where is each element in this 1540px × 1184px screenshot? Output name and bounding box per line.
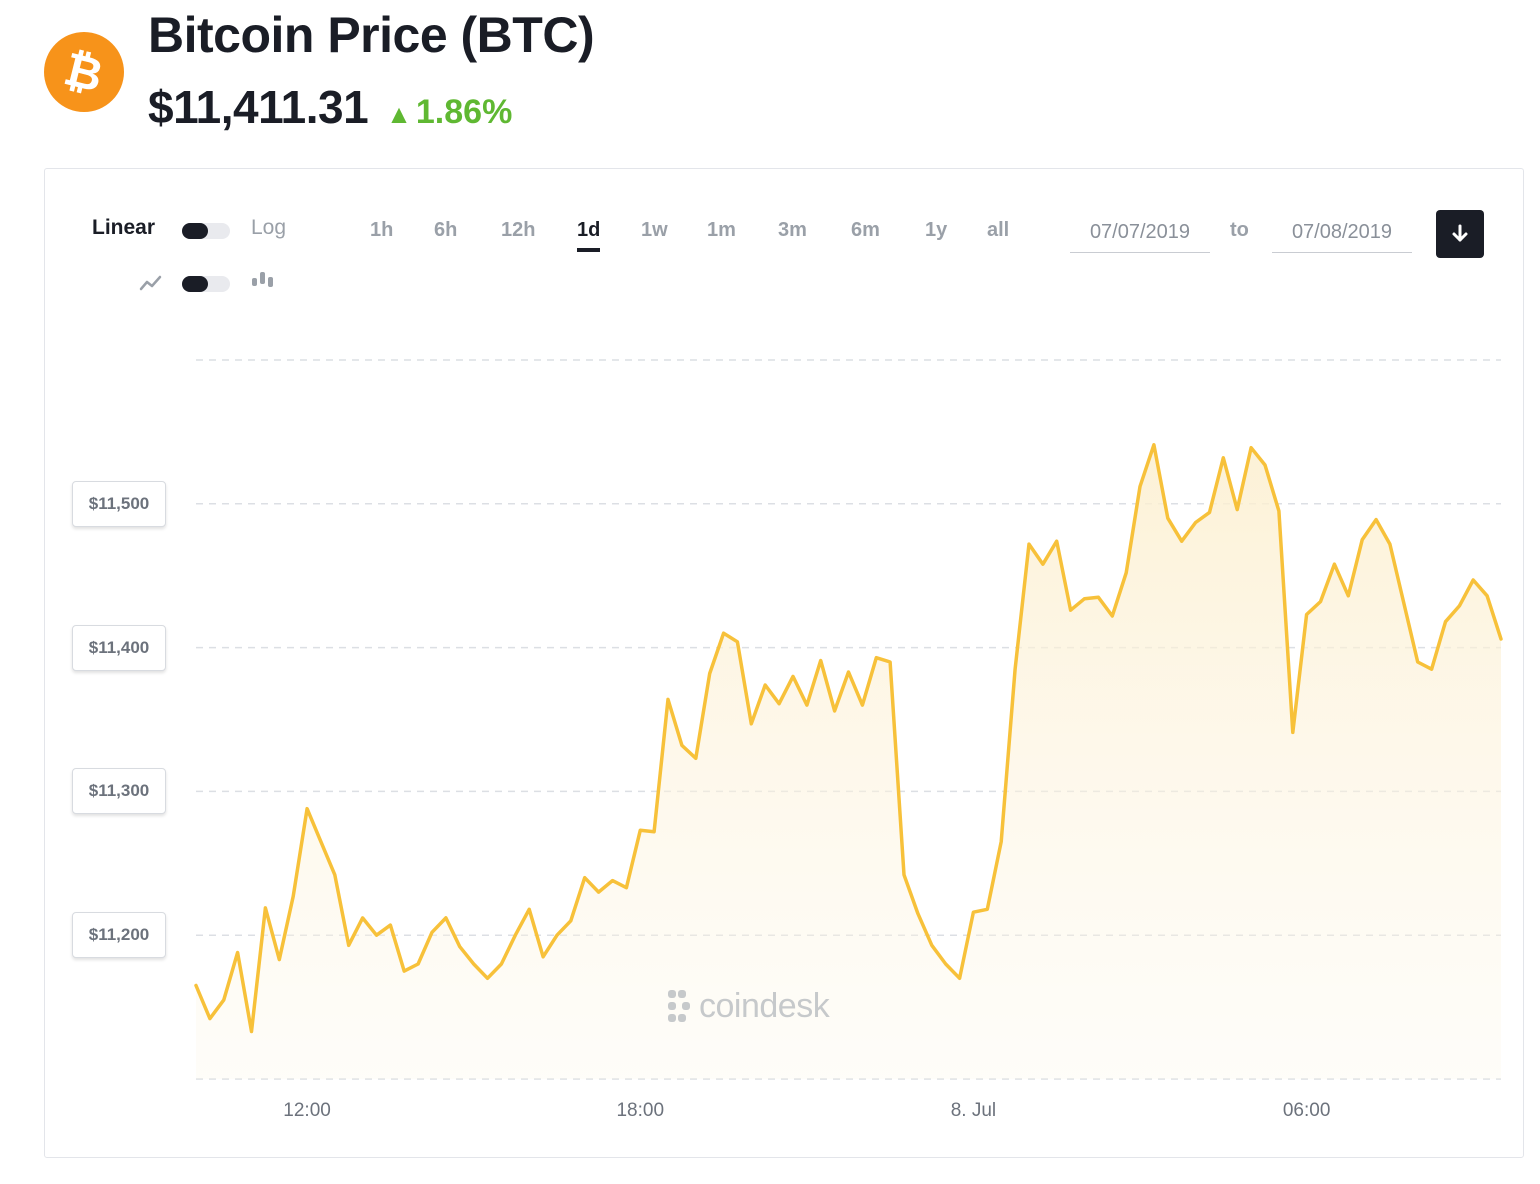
y-tick-label: $11,200 — [72, 912, 166, 959]
range-1d[interactable]: 1d — [577, 219, 601, 252]
x-tick-label: 18:00 — [616, 1100, 664, 1121]
scale-toggle[interactable] — [182, 223, 230, 239]
date-to-input[interactable] — [1272, 213, 1412, 253]
download-arrow-icon — [1452, 224, 1468, 242]
x-tick-label: 12:00 — [283, 1100, 331, 1121]
y-tick-label: $11,300 — [72, 768, 166, 815]
y-tick-label: $11,500 — [72, 480, 166, 527]
range-12h[interactable]: 12h — [501, 219, 536, 241]
scale-toggle-knob — [182, 223, 208, 239]
x-tick-label: 06:00 — [1283, 1100, 1331, 1121]
x-tick-label: 8. Jul — [951, 1100, 996, 1121]
date-to-label: to — [1230, 219, 1249, 241]
price-change: ▲ 1.86% — [386, 93, 512, 132]
candlestick-icon[interactable] — [249, 269, 275, 293]
current-price: $11,411.31 — [148, 81, 369, 133]
scale-log-label[interactable]: Log — [251, 216, 287, 239]
bitcoin-logo: ₿ — [44, 32, 124, 112]
x-axis-ticks: 12:00 18:00 8. Jul 06:00 — [283, 1100, 1330, 1121]
range-6h[interactable]: 6h — [434, 219, 458, 241]
up-arrow-icon: ▲ — [386, 99, 412, 129]
coindesk-watermark: coindesk — [667, 987, 830, 1026]
line-chart-icon[interactable] — [139, 273, 163, 293]
chart-type-toggle[interactable] — [182, 276, 230, 292]
download-button[interactable] — [1436, 210, 1484, 258]
price-row: $11,411.31 ▲ 1.86% — [148, 80, 512, 134]
scale-linear-label: Linear — [92, 216, 156, 239]
range-1y[interactable]: 1y — [925, 219, 948, 241]
range-1w[interactable]: 1w — [641, 219, 668, 241]
chart-type-toggle-knob — [182, 276, 208, 292]
range-1h[interactable]: 1h — [370, 219, 394, 241]
range-6m[interactable]: 6m — [851, 219, 880, 241]
range-all[interactable]: all — [987, 219, 1010, 241]
coindesk-logo-icon — [668, 989, 690, 1022]
price-area-fill — [196, 444, 1501, 1079]
price-line[interactable] — [194, 443, 1503, 1034]
date-from-input[interactable] — [1070, 213, 1210, 253]
price-change-value: 1.86% — [415, 93, 513, 131]
watermark-text: coindesk — [699, 987, 830, 1025]
page-title: Bitcoin Price (BTC) — [148, 7, 595, 63]
range-3m[interactable]: 3m — [778, 219, 807, 241]
chart-card: Linear Log 1h 6h 12h 1d 1w 1m 3m 6m 1y a… — [44, 168, 1524, 1158]
y-tick-label: $11,400 — [72, 624, 166, 671]
bitcoin-symbol: ₿ — [59, 41, 109, 103]
price-chart[interactable]: 12:00 18:00 8. Jul 06:00 — [45, 169, 1523, 1157]
range-1m[interactable]: 1m — [707, 219, 736, 241]
